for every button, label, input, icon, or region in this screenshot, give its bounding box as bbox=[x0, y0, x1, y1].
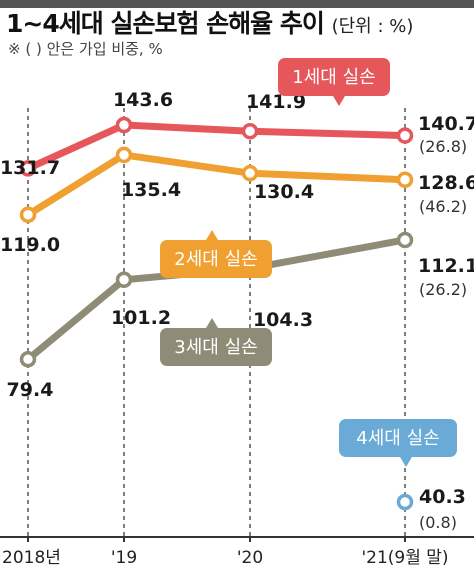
share-label-gen2: (46.2) bbox=[419, 197, 467, 216]
legend-label-gen1: 1세대 실손 bbox=[292, 67, 375, 88]
value-label-gen3-0: 79.4 bbox=[7, 379, 54, 401]
value-label-gen1-2: 141.9 bbox=[246, 91, 306, 113]
value-label-gen3-1: 101.2 bbox=[111, 307, 171, 329]
value-label-gen3-3: 112.1 bbox=[418, 255, 474, 277]
share-label-gen4: (0.8) bbox=[419, 513, 457, 532]
value-label-gen2-0: 119.0 bbox=[0, 234, 60, 256]
data-point-gen2-3 bbox=[396, 171, 414, 188]
share-label-gen1: (26.8) bbox=[419, 137, 467, 156]
top-bar bbox=[0, 0, 474, 8]
data-point-gen1-0 bbox=[19, 160, 37, 177]
legend-pointer-gen4 bbox=[400, 457, 412, 467]
legend-box-gen3 bbox=[160, 328, 272, 366]
value-label-gen1-0: 131.7 bbox=[0, 157, 60, 179]
series-line-gen2 bbox=[26, 151, 406, 218]
legend-box-gen1 bbox=[278, 58, 390, 96]
value-label-gen2-2: 130.4 bbox=[254, 181, 314, 203]
chart-note: ※ ( ) 안은 가입 비중, % bbox=[8, 40, 163, 58]
data-point-gen4-0 bbox=[396, 493, 414, 511]
x-tick-label-0: 2018년 bbox=[2, 548, 61, 568]
data-point-gen3-3 bbox=[396, 231, 414, 249]
legend-pointer-gen2 bbox=[206, 230, 218, 240]
value-label-gen2-3: 128.6 bbox=[418, 172, 474, 194]
legend-pointer-gen3 bbox=[206, 318, 218, 328]
data-point-gen3-0 bbox=[19, 351, 37, 368]
legend-label-gen4: 4세대 실손 bbox=[356, 428, 439, 449]
data-point-gen3-1 bbox=[115, 271, 133, 288]
x-tick-label-1: '19 bbox=[111, 548, 137, 568]
chart-title-text: 1~4세대 실손보험 손해율 추이 bbox=[6, 9, 325, 38]
value-label-gen1-3: 140.7 bbox=[418, 113, 474, 135]
value-label-gen1-1: 143.6 bbox=[113, 89, 173, 111]
series-line-gen1 bbox=[26, 121, 406, 172]
value-label-gen4-3: 40.3 bbox=[419, 486, 466, 508]
legend-label-gen3: 3세대 실손 bbox=[174, 337, 257, 358]
legend-box-gen4 bbox=[339, 419, 457, 457]
legend-pointer-gen1 bbox=[333, 96, 345, 106]
legend-box-gen2 bbox=[160, 240, 272, 278]
legend-label-gen2: 2세대 실손 bbox=[174, 249, 257, 270]
value-label-gen3-2: 104.3 bbox=[253, 309, 313, 331]
value-label-gen2-1: 135.4 bbox=[121, 179, 181, 201]
unit-label: (단위 : %) bbox=[331, 16, 414, 37]
data-point-gen1-3 bbox=[396, 127, 414, 144]
x-tick-label-2: '20 bbox=[237, 548, 263, 568]
chart-title: 1~4세대 실손보험 손해율 추이 (단위 : %) bbox=[6, 4, 413, 40]
data-point-gen2-2 bbox=[241, 164, 259, 182]
data-point-gen2-1 bbox=[115, 146, 133, 164]
data-point-gen2-0 bbox=[19, 206, 37, 224]
data-point-gen1-2 bbox=[241, 122, 259, 140]
x-tick-label-3: '21(9월 말) bbox=[361, 548, 448, 568]
share-label-gen3: (26.2) bbox=[419, 280, 467, 299]
data-point-gen1-1 bbox=[115, 116, 133, 134]
